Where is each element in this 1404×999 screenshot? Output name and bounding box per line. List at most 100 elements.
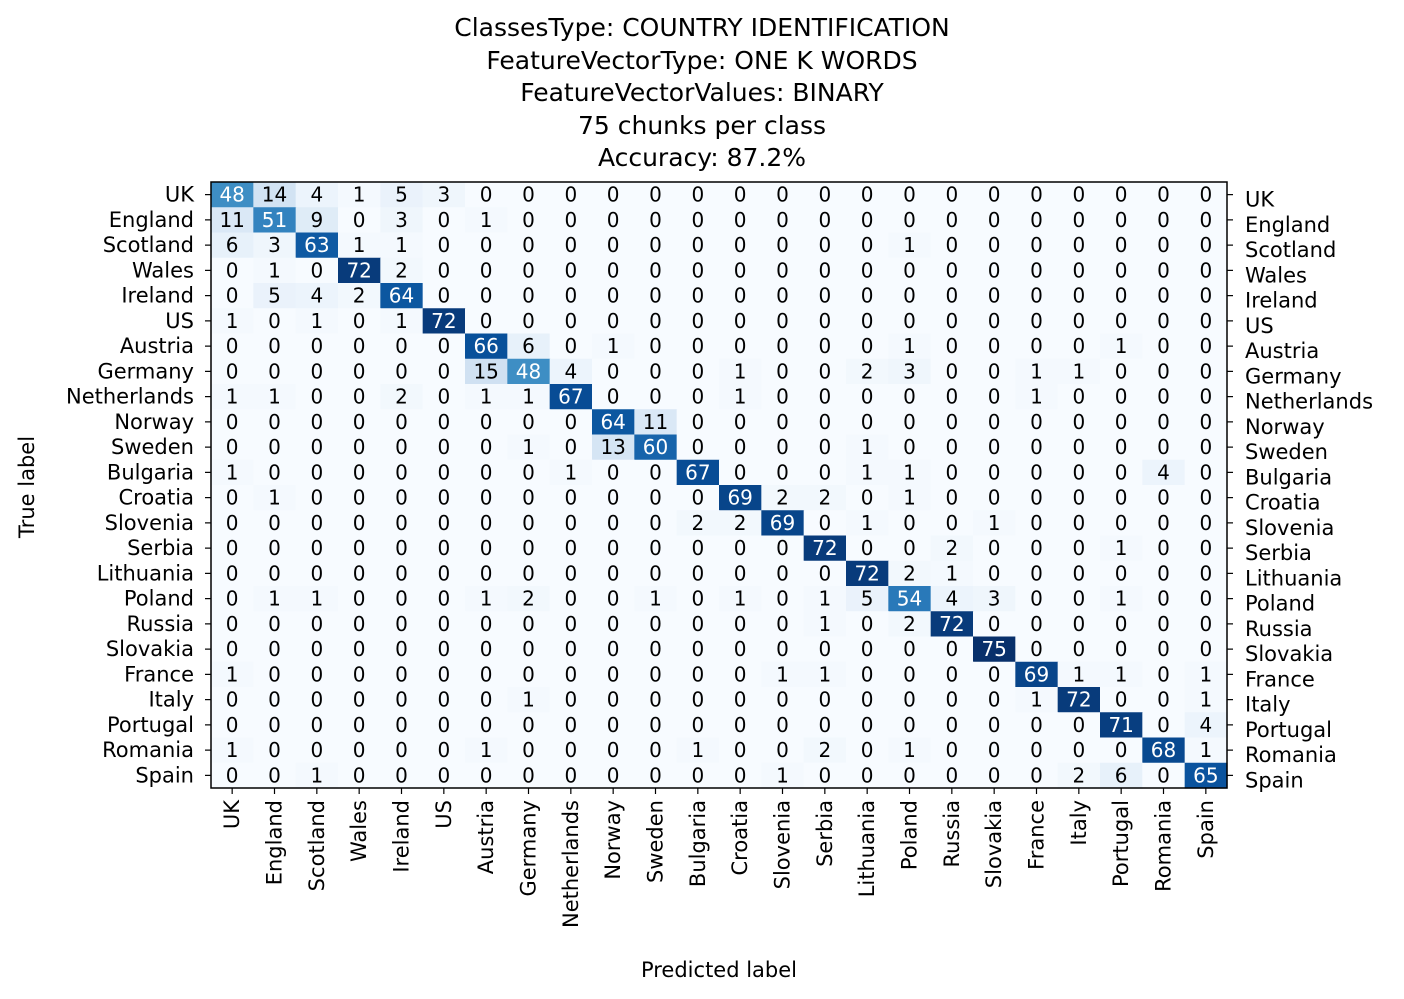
cell-value-label: 0 — [776, 208, 789, 232]
cell-value-label: 64 — [600, 410, 625, 434]
cell-value-label: 0 — [1072, 486, 1085, 510]
cell-value-label: 0 — [395, 637, 408, 661]
cell-value-label: 0 — [480, 536, 493, 560]
heatmap-cell — [803, 333, 847, 360]
heatmap-cell — [1142, 308, 1186, 335]
heatmap-cell — [719, 333, 762, 360]
heatmap-cell — [1100, 586, 1143, 612]
heatmap-cell — [549, 409, 593, 436]
heatmap-cell — [211, 586, 254, 612]
heatmap-cell — [846, 207, 889, 234]
cell-value-label: 0 — [564, 662, 577, 686]
cell-value-label: 0 — [564, 334, 577, 358]
cell-value-label: 71 — [1108, 713, 1133, 737]
cell-value-label: 0 — [988, 334, 1001, 358]
heatmap-cell — [253, 737, 297, 764]
cell-value-label: 0 — [480, 233, 493, 257]
cell-value-label: 1 — [861, 435, 874, 459]
cell-value-label: 0 — [353, 460, 366, 484]
y-tick-label: UK — [165, 183, 195, 207]
cell-value-label: 1 — [1199, 738, 1212, 762]
cell-value-label: 15 — [473, 359, 498, 383]
heatmap-cell — [1184, 510, 1228, 537]
cell-value-label: 0 — [649, 612, 662, 636]
cell-value-label: 0 — [1199, 284, 1212, 308]
heatmap-cell — [211, 283, 254, 309]
cell-value-label: 60 — [643, 435, 668, 459]
heatmap-cells — [211, 182, 1228, 789]
x-tick-label: Sweden — [644, 800, 668, 883]
cell-value-label: 2 — [903, 612, 916, 636]
heatmap-cell — [549, 510, 593, 537]
cell-value-label: 0 — [480, 637, 493, 661]
cell-value-label: 0 — [988, 309, 1001, 333]
cell-value-label: 72 — [346, 258, 371, 282]
heatmap-cell — [338, 661, 381, 688]
heatmap-cell — [422, 182, 466, 208]
heatmap-cell — [634, 712, 678, 739]
heatmap-cell — [1100, 434, 1143, 461]
cell-value-label: 0 — [818, 637, 831, 661]
cell-value-label: 64 — [389, 284, 414, 308]
cell-value-label: 0 — [480, 486, 493, 510]
cell-value-label: 0 — [734, 561, 747, 585]
heatmap-cell — [930, 384, 974, 410]
cell-value-label: 1 — [861, 460, 874, 484]
cell-value-label: 0 — [353, 738, 366, 762]
cell-value-label: 0 — [945, 713, 958, 737]
heatmap-cell — [1142, 762, 1186, 789]
cell-value-label: 1 — [818, 612, 831, 636]
cell-value-label: 0 — [310, 410, 323, 434]
heatmap-cell — [634, 586, 678, 612]
heatmap-cell — [973, 257, 1016, 284]
cell-value-label: 0 — [522, 460, 535, 484]
heatmap-cell — [507, 308, 551, 335]
heatmap-cell — [507, 510, 551, 537]
y-tick-label-right: France — [1245, 667, 1315, 691]
cell-value-label: 4 — [310, 284, 323, 308]
cell-value-label: 0 — [903, 637, 916, 661]
heatmap-cell — [338, 207, 381, 234]
heatmap-cell — [719, 510, 762, 537]
heatmap-cell — [803, 762, 847, 789]
heatmap-cell — [338, 283, 381, 309]
cell-value-label: 0 — [437, 713, 450, 737]
heatmap-cell — [422, 636, 466, 663]
heatmap-cell — [803, 510, 847, 537]
heatmap-cell — [295, 737, 339, 764]
cell-value-label: 0 — [1157, 536, 1170, 560]
heatmap-cell — [719, 661, 762, 688]
cell-value-label: 1 — [226, 460, 239, 484]
cell-value-label: 0 — [226, 763, 239, 787]
cell-value-label: 1 — [310, 763, 323, 787]
cell-value-label: 0 — [607, 561, 620, 585]
cell-value-label: 1 — [1030, 385, 1043, 409]
cell-value-label: 0 — [1199, 511, 1212, 535]
cell-value-label: 0 — [861, 612, 874, 636]
cell-value-label: 0 — [437, 662, 450, 686]
cell-value-label: 75 — [981, 637, 1006, 661]
cell-value-label: 0 — [649, 385, 662, 409]
heatmap-cell — [973, 333, 1016, 360]
cell-value-label: 0 — [903, 183, 916, 207]
cell-value-label: 0 — [268, 359, 281, 383]
heatmap-cell — [211, 560, 254, 587]
cell-value-label: 0 — [945, 410, 958, 434]
heatmap-cell — [592, 636, 635, 663]
cell-value-label: 0 — [861, 258, 874, 282]
cell-value-label: 0 — [564, 410, 577, 434]
heatmap-cell — [888, 308, 932, 335]
cell-value-label: 0 — [776, 460, 789, 484]
heatmap-cell — [676, 762, 720, 789]
cell-value-label: 0 — [988, 662, 1001, 686]
cell-value-label: 0 — [903, 410, 916, 434]
y-tick-labels-left: UKEnglandScotlandWalesIrelandUSAustriaGe… — [66, 183, 211, 787]
cell-value-label: 0 — [903, 511, 916, 535]
cell-value-label: 0 — [268, 536, 281, 560]
cell-value-label: 0 — [437, 763, 450, 787]
heatmap-cell — [888, 182, 932, 208]
cell-value-label: 0 — [776, 284, 789, 308]
heatmap-cell — [1100, 308, 1143, 335]
cell-value-label: 0 — [734, 284, 747, 308]
cell-value-labels: 48 14 4 1 5 3 0 0 0 0 0 0 0 0 0 0 0 0 0 0 0 0 0 011 51 9 0 3 0 1 0 0 0 0 0… — [219, 183, 1218, 788]
